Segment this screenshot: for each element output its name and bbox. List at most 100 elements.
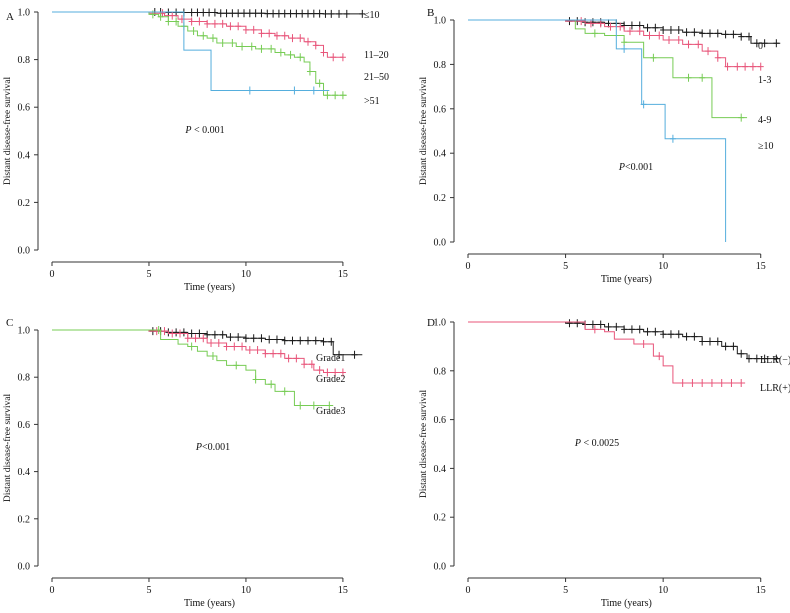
panel-a-p-value: P < 0.001 [184, 125, 224, 136]
panel-c-censor-mark [339, 368, 346, 377]
panel-d-x-tick-label: 10 [658, 585, 668, 596]
panel-c-censor-mark [184, 334, 191, 343]
panel-d-series-0: LLR(−) [468, 319, 790, 366]
panel-c-censor-mark [289, 336, 296, 345]
panel-c-censor-mark [231, 342, 238, 351]
panel-d-p-symbol: P [574, 438, 581, 449]
panel-d-censor-mark [640, 339, 647, 348]
panel-d-censor-mark [656, 352, 663, 361]
panel-b-censor-mark [699, 73, 706, 82]
panel-a-censor-mark [258, 9, 265, 18]
panel-a-legend-label: 21–50 [364, 72, 389, 83]
panel-a-censor-mark [339, 91, 346, 100]
panel-a-censor-mark [316, 9, 323, 18]
panel-b-censor-mark [587, 19, 594, 28]
panel-a-p-text: < 0.001 [191, 125, 224, 136]
panel-d-censor-mark [699, 337, 706, 346]
panel-c-censor-mark [208, 338, 215, 347]
panel-d-censor-mark [699, 379, 706, 387]
panel-a-censor-mark [209, 34, 216, 43]
panel-c-censor-mark [196, 329, 203, 338]
panel-d-series-1: LLR(+) [468, 321, 790, 394]
panel-d-censor-mark [722, 342, 729, 351]
panel-c-censor-mark [246, 346, 253, 355]
panel-b-censor-mark [742, 62, 749, 71]
panel-a-censor-mark [200, 8, 207, 17]
panel-c-censor-mark [326, 401, 333, 410]
panel-c-censor-mark [258, 334, 265, 343]
panel-a-censor-mark [320, 48, 327, 57]
panel-b-censor-mark [652, 23, 659, 32]
panel-a-censor-mark [252, 9, 259, 18]
panel-c-censor-mark [351, 350, 358, 359]
panel-a-censor-mark [328, 9, 335, 18]
panel-b-y-tick-label: 0.8 [434, 60, 447, 71]
panel-a-y-tick-label: 0.2 [18, 198, 31, 209]
panel-a-x-tick-label: 10 [241, 269, 251, 280]
panel-b-x-tick-label: 15 [756, 261, 766, 272]
panel-a: 0.0 0.2 0.4 0.6 0.8 1.0 0 5 10 15 Time (years) Dist… [2, 8, 389, 294]
panel-a-censor-mark [235, 9, 242, 18]
panel-a-legend-label: >51 [364, 96, 380, 107]
panel-a-censor-mark [227, 22, 234, 31]
panel-b-censor-mark [669, 134, 676, 143]
panel-d-censor-mark [689, 379, 696, 387]
panel-c-censor-mark [188, 329, 195, 338]
panel-c-censor-mark [239, 342, 246, 351]
panel-b-censor-mark [749, 62, 756, 71]
panel-a-censor-mark [219, 19, 226, 28]
panel-c-censor-mark [310, 401, 317, 410]
panel-c-censor-mark [235, 333, 242, 342]
panel-a-censor-mark [169, 11, 176, 20]
panel-c-censor-mark [268, 380, 275, 389]
panel-a-censor-mark [339, 53, 346, 62]
panel-a-p-symbol: P [184, 125, 191, 136]
panel-a-censor-mark [219, 38, 226, 47]
panel-a-censor-mark [258, 44, 265, 53]
panel-b-censor-mark [706, 29, 713, 38]
panel-c-series-0: Grade1 [52, 327, 363, 364]
panel-d-legend-label: LLR(+) [760, 383, 790, 394]
panel-c-censor-mark [316, 366, 323, 375]
panel-a-censor-mark [324, 91, 331, 100]
panel-a-censor-mark [248, 42, 255, 51]
panel-a-censor-mark [343, 9, 350, 18]
panel-d-censor-mark [589, 320, 596, 329]
panel-c-y-tick-label: 0.2 [18, 514, 31, 525]
panel-c-censor-mark [281, 336, 288, 345]
panel-c-series-1: Grade2 [52, 327, 346, 385]
panel-b-series-2: 4-9 [468, 19, 771, 126]
panel-a-censor-mark [246, 9, 253, 18]
panel-c-censor-mark [273, 335, 280, 344]
panel-c-censor-mark [270, 349, 277, 358]
panel-b-censor-mark [738, 32, 745, 41]
panel-c-censor-mark [192, 334, 199, 343]
panel-c-censor-mark [180, 328, 187, 337]
panel-d-censor-mark [714, 337, 721, 346]
panel-a-censor-mark [299, 9, 306, 18]
panel-d-x-tick-label: 0 [466, 585, 471, 596]
panel-b-censor-mark [656, 31, 663, 40]
panel-a-censor-mark [305, 9, 311, 18]
panel-b-censor-mark [621, 44, 628, 53]
panel-c-label: C [6, 317, 13, 329]
panel-c-legend-label: Grade3 [316, 406, 345, 417]
panel-d-x-axis-label: Time (years) [601, 598, 652, 609]
panel-b-y-axis-label: Distant disease-free survival [418, 77, 429, 186]
panel-b-series-3: ≥10 [468, 19, 774, 242]
panel-c-censor-mark [254, 346, 261, 355]
panel-d-y-tick-label: 1.0 [434, 318, 447, 329]
panel-b-series-line [468, 19, 748, 119]
panel-d-censor-mark [597, 320, 604, 329]
panel-b-censor-mark [667, 25, 674, 34]
panel-a-y-tick-label: 0.0 [18, 246, 31, 257]
panel-a-censor-mark [297, 34, 304, 43]
panel-c-x-tick-label: 15 [338, 585, 348, 596]
panel-a-censor-mark [188, 17, 195, 26]
panel-d-p-text: < 0.0025 [581, 438, 619, 449]
panel-b-p-symbol: P [618, 162, 625, 173]
panel-d-y-tick-label: 0.2 [434, 513, 447, 524]
panel-a-censor-mark [165, 17, 172, 26]
panel-d-censor-mark [738, 349, 745, 358]
panel-d-censor-mark [708, 379, 715, 387]
